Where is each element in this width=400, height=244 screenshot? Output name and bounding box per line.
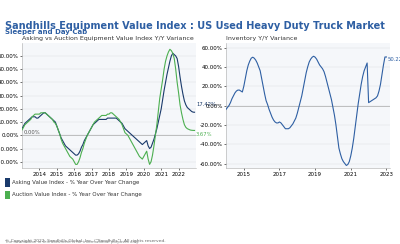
Text: © Copyright 2022, Sandhills Global, Inc. ("Sandhills"). All rights reserved.: © Copyright 2022, Sandhills Global, Inc.…	[5, 239, 166, 243]
Text: Sandhills Equipment Value Index : US Used Heavy Duty Truck Market: Sandhills Equipment Value Index : US Use…	[5, 21, 385, 31]
Text: The information in this document is for informational purposes only.: The information in this document is for …	[5, 240, 139, 244]
Text: Auction Value Index - % Year Over Year Change: Auction Value Index - % Year Over Year C…	[12, 192, 142, 197]
Bar	[5, 179, 10, 186]
Text: Sleeper and Day Cab: Sleeper and Day Cab	[5, 29, 87, 34]
Text: 3.67%: 3.67%	[196, 132, 212, 137]
Text: 0.00%: 0.00%	[24, 130, 40, 135]
Text: Inventory Y/Y Variance: Inventory Y/Y Variance	[226, 36, 297, 41]
Text: Asking vs Auction Equipment Value Index Y/Y Variance: Asking vs Auction Equipment Value Index …	[22, 36, 194, 41]
Text: 50.22%: 50.22%	[387, 57, 400, 62]
Bar	[5, 191, 10, 199]
Text: 17.42%: 17.42%	[196, 102, 216, 107]
Text: Asking Value Index - % Year Over Year Change: Asking Value Index - % Year Over Year Ch…	[12, 180, 140, 185]
